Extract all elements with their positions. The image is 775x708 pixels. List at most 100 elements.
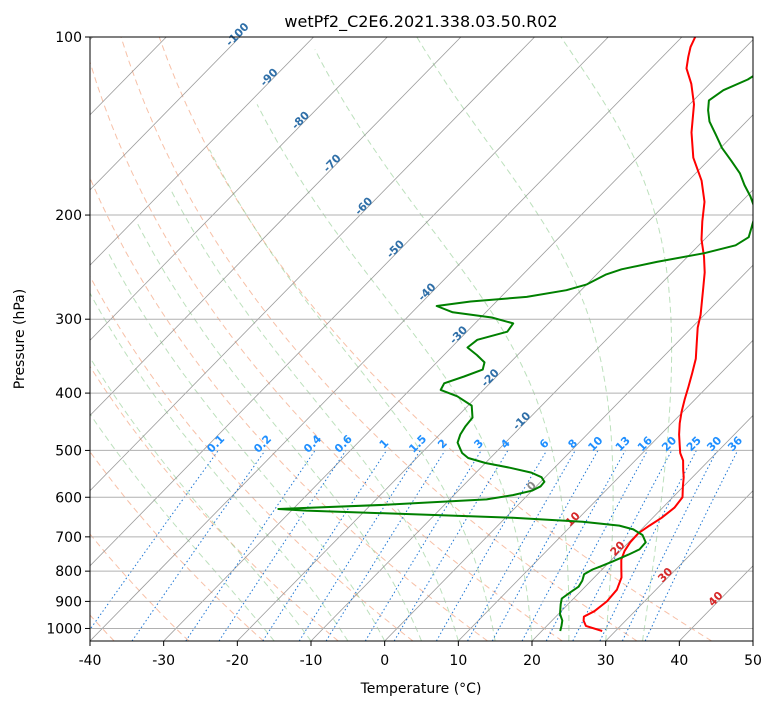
mixing-ratio-label: 3 (471, 437, 486, 452)
isotherm-line (310, 189, 753, 641)
isotherm-label: -80 (289, 109, 312, 133)
isotherm-label: 40 (706, 589, 726, 609)
x-tick-label: -30 (152, 653, 175, 669)
dewpoint-line (277, 75, 753, 632)
isotherm-label: -40 (415, 280, 438, 304)
x-tick-label: 0 (380, 653, 389, 669)
isotherm-line (90, 37, 241, 191)
x-tick-label: 50 (744, 653, 762, 669)
moist-adiabat-line (135, 221, 422, 641)
dry-adiabat-line (90, 533, 190, 641)
isotherm-line (90, 37, 683, 641)
moist-adiabat-line (560, 37, 673, 641)
isotherm-label: -60 (352, 194, 375, 218)
moist-adiabat-line (256, 104, 533, 641)
mixing-ratio-label: 0.4 (301, 432, 324, 455)
mixing-ratio-line (185, 450, 316, 641)
isotherm-line (531, 414, 753, 641)
y-tick-label: 800 (55, 564, 82, 580)
isotherm-line (384, 264, 753, 641)
y-axis: 1000 900 800 700 600 500 400 300 200 100 (46, 30, 90, 637)
mixing-ratio-line (90, 450, 219, 631)
y-tick-label: 900 (55, 594, 82, 610)
x-tick-label: 40 (670, 653, 688, 669)
x-tick-label: -20 (226, 653, 249, 669)
dry-adiabat-line (120, 37, 638, 641)
mixing-ratio-line (218, 450, 347, 641)
mixing-ratio-label: 0.6 (332, 432, 355, 455)
mixing-ratio-label: 0.2 (251, 432, 274, 455)
mixing-ratio-label: 8 (565, 437, 580, 452)
y-tick-label: 200 (55, 208, 82, 224)
x-tick-label: -40 (79, 653, 102, 669)
dry-adiabat-line (90, 60, 563, 641)
x-tick-label: 30 (597, 653, 615, 669)
mixing-ratio-line (435, 450, 548, 641)
plot-frame (89, 36, 754, 642)
mixing-ratio-line (325, 450, 446, 641)
x-tick-label: -10 (300, 653, 323, 669)
dry-adiabat-line (90, 176, 488, 641)
sounding-series (277, 37, 753, 632)
temperature-line (582, 37, 706, 632)
mixing-ratio-line (131, 450, 266, 641)
isotherm-label: -30 (447, 323, 470, 347)
mixing-ratio-line (491, 450, 599, 641)
mixing-ratio-label: 13 (613, 434, 633, 454)
mixing-ratio-line (599, 450, 697, 641)
mixing-ratio-line (393, 450, 509, 641)
isotherm-line (605, 490, 753, 641)
mixing-ratio-label: 16 (635, 434, 655, 454)
x-tick-label: 20 (523, 653, 541, 669)
y-tick-label: 700 (55, 530, 82, 546)
x-tick-label: 10 (449, 653, 467, 669)
y-tick-label: 500 (55, 443, 82, 459)
isotherm-line (458, 339, 753, 641)
isotherm-line (237, 114, 753, 641)
dry-adiabat-line (90, 365, 339, 641)
y-tick-label: 400 (55, 386, 82, 402)
isotherm-label: -100 (223, 20, 252, 49)
chart-title: wetPf2_C2E6.2021.338.03.50.R02 (284, 12, 557, 32)
mixing-ratio-label: 36 (725, 434, 745, 454)
mixing-ratio-line (467, 450, 576, 641)
plot-area: -100-90-80-70-60-50-40-30-20-100.1 0.2 0.4… (89, 20, 754, 642)
isotherm-label: -70 (321, 151, 344, 175)
isotherm-line (679, 565, 753, 641)
isotherm-line (90, 37, 535, 492)
mixing-ratio-label: 30 (704, 434, 724, 454)
mixing-ratio-line (262, 450, 388, 641)
moist-adiabat-line (90, 356, 312, 641)
mixing-ratio-line (364, 450, 482, 641)
isotherm-line (90, 37, 462, 417)
mixing-ratio-line (521, 450, 626, 641)
isotherm-line (90, 37, 609, 567)
background-lines (90, 37, 753, 641)
moist-adiabat-line (169, 187, 459, 641)
mixing-ratio-label: 4 (498, 436, 513, 451)
isotherm-label: 10 (563, 509, 583, 529)
y-tick-label: 1000 (46, 621, 82, 637)
mixing-ratio-line (545, 450, 648, 641)
x-axis-label: Temperature (°C) (360, 681, 482, 697)
dry-adiabat-line (90, 450, 264, 641)
mixing-ratio-line (298, 450, 421, 641)
y-tick-label: 600 (55, 490, 82, 506)
moist-adiabat-line (90, 292, 349, 641)
y-axis-label: Pressure (hPa) (12, 289, 28, 389)
mixing-ratio-label: 0.1 (204, 432, 227, 455)
mixing-ratio-label: 20 (659, 434, 679, 454)
mixing-ratio-label: 25 (684, 434, 704, 454)
isotherm-label: -50 (384, 237, 407, 261)
isotherm-line (163, 39, 753, 641)
isotherm-line (90, 37, 314, 266)
mixing-ratio-label: 10 (586, 434, 606, 454)
moist-adiabat-line (314, 49, 570, 641)
isotherm-label: -90 (257, 66, 280, 90)
isotherm-line (752, 640, 753, 641)
mixing-ratio-line (621, 450, 718, 641)
moist-adiabat-line (90, 412, 275, 641)
dry-adiabat-line (90, 275, 414, 641)
mixing-ratio-line (644, 450, 739, 641)
